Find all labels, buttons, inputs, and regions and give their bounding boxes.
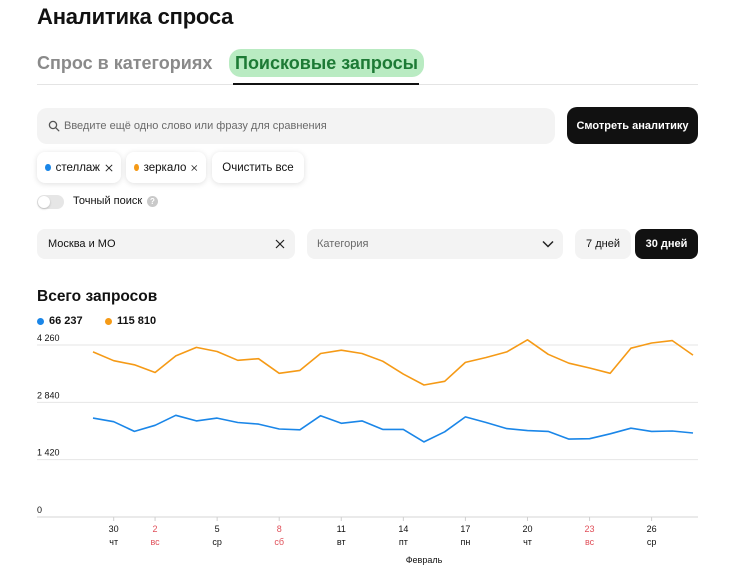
clear-all-label: Очистить все bbox=[222, 161, 294, 174]
legend-dot bbox=[105, 317, 112, 325]
x-tick-day: 14 bbox=[398, 524, 408, 534]
period-7-days-button[interactable]: 7 дней bbox=[575, 229, 631, 259]
legend-total: 66 237 bbox=[49, 315, 83, 327]
x-tick-day: 30 bbox=[109, 524, 119, 534]
x-tick-day: 11 bbox=[337, 524, 346, 534]
x-tick-weekday: пн bbox=[460, 537, 470, 547]
search-icon bbox=[48, 120, 60, 132]
series-line-2 bbox=[92, 414, 694, 443]
query-chip-shelving[interactable]: стеллаж bbox=[37, 152, 121, 183]
query-chip-mirror[interactable]: зеркало bbox=[126, 152, 206, 183]
chart-title: Всего запросов bbox=[37, 288, 158, 305]
x-axis-label: Февраль bbox=[406, 555, 443, 565]
category-placeholder: Категория bbox=[317, 238, 369, 250]
legend-total: 115 810 bbox=[117, 315, 157, 327]
x-tick-weekday: вс bbox=[150, 537, 160, 547]
exact-search-toggle[interactable] bbox=[37, 195, 64, 209]
exact-search-label: Точный поиск bbox=[73, 195, 143, 207]
page-title: Аналитика спроса bbox=[37, 4, 234, 29]
active-tab-indicator bbox=[233, 83, 419, 85]
chip-label: зеркало bbox=[143, 161, 187, 174]
y-tick-label: 4 260 bbox=[37, 333, 60, 343]
x-tick-weekday: ср bbox=[647, 537, 657, 547]
toggle-knob bbox=[38, 196, 50, 208]
x-tick-day: 17 bbox=[460, 524, 470, 534]
x-tick-day: 8 bbox=[277, 524, 282, 534]
search-input[interactable] bbox=[64, 108, 544, 144]
x-tick-day: 23 bbox=[585, 524, 595, 534]
help-icon[interactable]: ? bbox=[147, 196, 158, 207]
series-color-dot bbox=[134, 164, 139, 171]
category-select[interactable]: Категория bbox=[307, 229, 563, 259]
x-tick-weekday: вс bbox=[585, 537, 595, 547]
x-tick-day: 20 bbox=[522, 524, 532, 534]
legend-dot bbox=[37, 317, 44, 325]
clear-all-button[interactable]: Очистить все bbox=[212, 152, 304, 183]
region-select[interactable]: Москва и МО bbox=[37, 229, 295, 259]
x-tick-weekday: сб bbox=[274, 537, 284, 547]
close-icon[interactable] bbox=[191, 163, 198, 173]
chevron-down-icon bbox=[542, 240, 554, 248]
region-value: Москва и МО bbox=[48, 238, 116, 250]
x-tick-day: 5 bbox=[215, 524, 220, 534]
legend-item-shelving: 66 237 bbox=[37, 315, 83, 327]
y-tick-label: 0 bbox=[37, 505, 42, 515]
x-tick-weekday: пт bbox=[399, 537, 408, 547]
x-tick-day: 26 bbox=[647, 524, 657, 534]
tab-category-demand[interactable]: Спрос в категориях bbox=[37, 53, 213, 73]
close-icon[interactable] bbox=[105, 163, 113, 173]
tab-bar: Спрос в категориях Поисковые запросы bbox=[37, 49, 698, 85]
y-tick-label: 1 420 bbox=[37, 448, 60, 458]
x-tick-weekday: чт bbox=[523, 537, 532, 547]
legend-item-mirror: 115 810 bbox=[105, 315, 156, 327]
close-icon[interactable] bbox=[275, 239, 285, 249]
x-tick-weekday: ср bbox=[212, 537, 222, 547]
y-tick-label: 2 840 bbox=[37, 390, 60, 400]
period-30-days-button[interactable]: 30 дней bbox=[635, 229, 698, 259]
tab-search-queries[interactable]: Поисковые запросы bbox=[229, 49, 424, 77]
series-line-1 bbox=[92, 338, 694, 386]
chip-label: стеллаж bbox=[55, 161, 101, 174]
view-analytics-button[interactable]: Смотреть аналитику bbox=[567, 107, 698, 144]
x-tick-weekday: вт bbox=[337, 537, 346, 547]
x-tick-day: 2 bbox=[153, 524, 158, 534]
search-box bbox=[37, 108, 555, 144]
series-color-dot bbox=[45, 164, 51, 171]
x-tick-weekday: чт bbox=[109, 537, 118, 547]
